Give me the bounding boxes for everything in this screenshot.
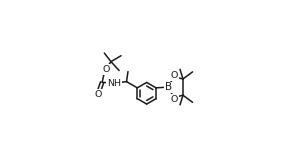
Text: O: O [102, 65, 110, 74]
Text: NH: NH [107, 79, 121, 88]
Text: O: O [171, 71, 178, 80]
Text: O: O [171, 95, 178, 104]
Text: B: B [165, 82, 172, 92]
Text: O: O [95, 90, 102, 99]
